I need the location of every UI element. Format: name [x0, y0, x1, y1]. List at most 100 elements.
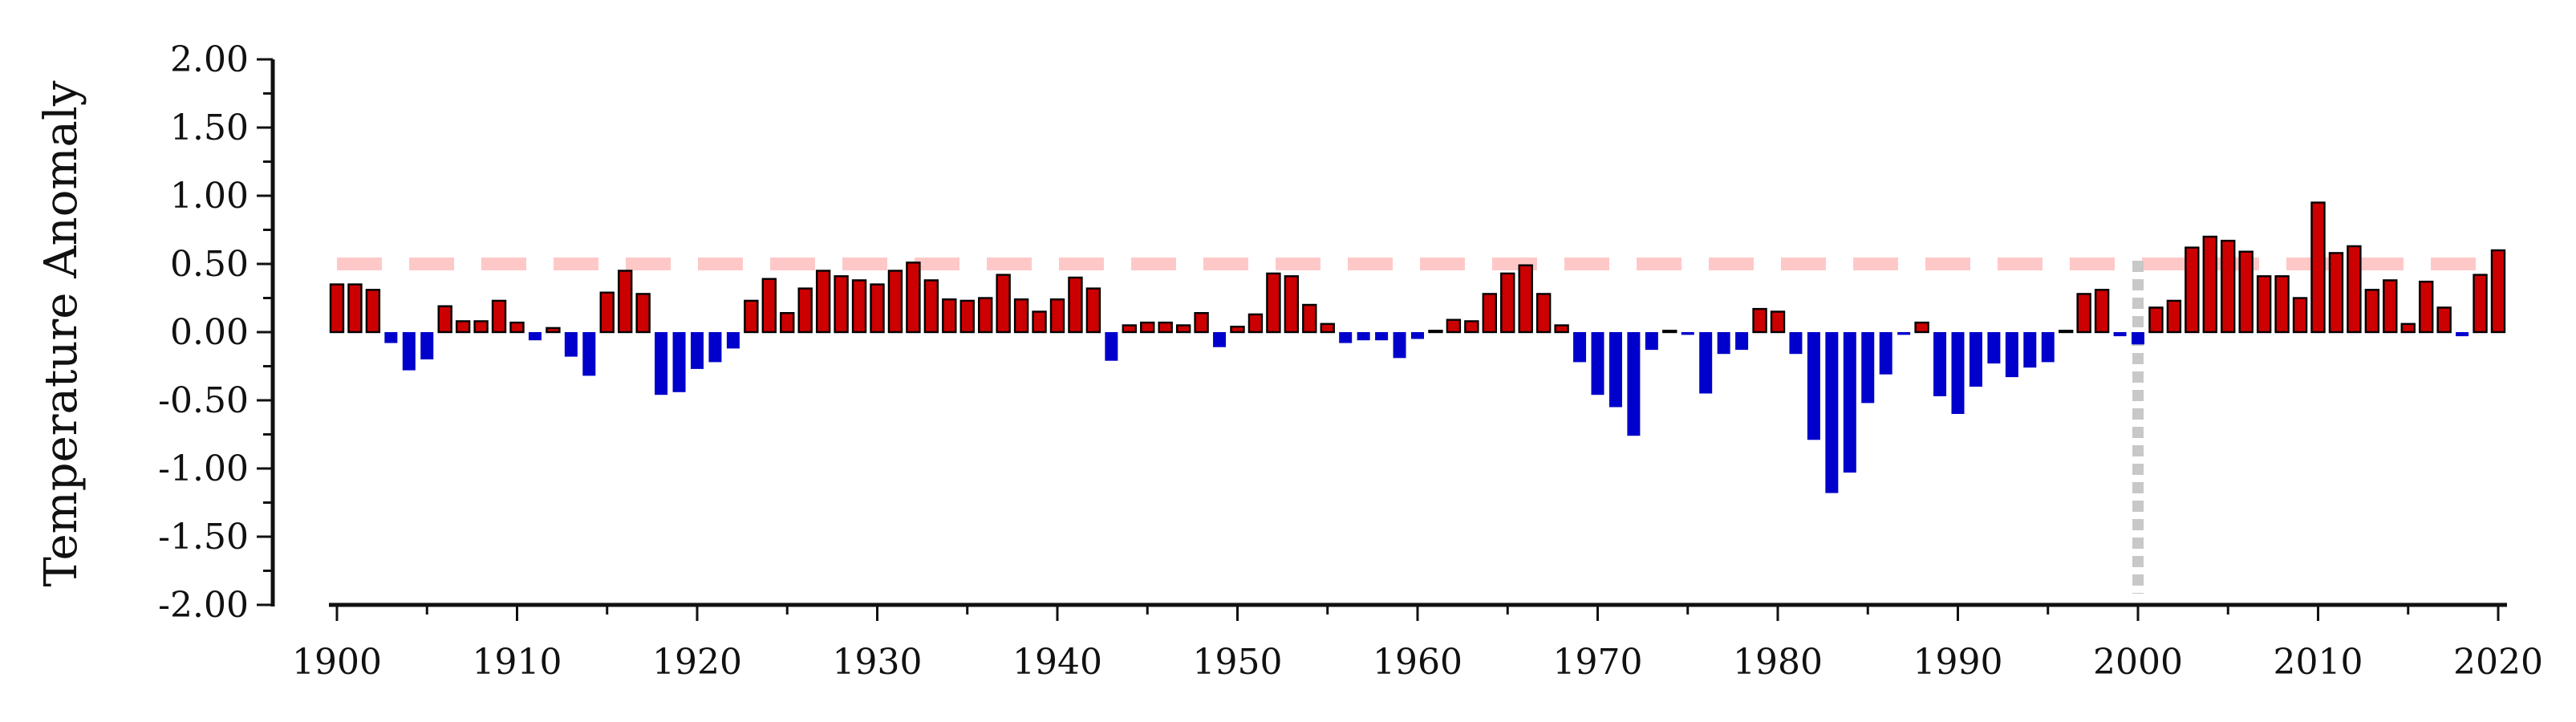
x-tick-label: 2000	[2093, 642, 2183, 683]
x-tick-label: 1970	[1553, 642, 1643, 683]
bar-1923	[744, 299, 759, 334]
bar-1912	[546, 327, 561, 334]
bar-1905	[420, 332, 434, 359]
x-tick-label: 1940	[1012, 642, 1102, 683]
bar-1918	[655, 332, 668, 395]
bar-1944	[1122, 324, 1138, 334]
bars-layer	[329, 201, 2506, 493]
bar-2007	[2256, 275, 2272, 334]
bar-1907	[455, 320, 471, 334]
bar-1994	[2023, 332, 2037, 368]
bar-1908	[473, 320, 489, 334]
bar-2017	[2436, 306, 2452, 334]
y-axis-title: Temperature Anomaly	[35, 80, 87, 586]
y-tick-label: 0.00	[170, 312, 249, 353]
bar-2013	[2364, 289, 2380, 334]
y-tick-label: -1.50	[158, 517, 249, 558]
bar-1990	[1951, 332, 1965, 414]
bar-1988	[1914, 321, 1929, 334]
x-tick-label: 1910	[473, 642, 562, 683]
bar-1969	[1573, 332, 1587, 363]
bar-1993	[2005, 332, 2018, 378]
bar-1997	[2076, 293, 2091, 334]
bar-1903	[384, 332, 398, 343]
bar-2018	[2456, 332, 2469, 337]
bar-1927	[815, 270, 831, 334]
bar-1948	[1194, 312, 1209, 334]
x-tick-label: 1990	[1913, 642, 2003, 683]
bar-1957	[1357, 332, 1370, 341]
bar-2001	[2148, 306, 2164, 334]
bar-2008	[2274, 275, 2290, 334]
bar-1950	[1230, 326, 1245, 334]
bar-1964	[1482, 293, 1498, 334]
bar-2004	[2202, 235, 2218, 334]
bar-2019	[2473, 274, 2488, 334]
y-tick-label: -2.00	[158, 585, 249, 626]
y-tick-label: 1.50	[170, 107, 249, 148]
bar-1962	[1446, 318, 1462, 334]
bar-1940	[1049, 298, 1065, 334]
y-tick-label: 1.00	[170, 176, 249, 217]
bar-1916	[618, 270, 633, 334]
bar-1931	[887, 270, 903, 334]
bar-1933	[923, 279, 939, 334]
bar-1970	[1591, 332, 1604, 395]
bar-1910	[509, 321, 525, 334]
bar-1956	[1339, 332, 1353, 343]
bar-1996	[2058, 330, 2074, 334]
bar-1915	[599, 291, 615, 334]
bar-1989	[1933, 332, 1947, 396]
bar-1902	[365, 289, 381, 334]
bar-1946	[1158, 321, 1173, 334]
bar-2011	[2328, 252, 2344, 334]
bar-1919	[672, 332, 686, 392]
y-tick-label: 0.50	[170, 244, 249, 285]
bar-2002	[2166, 299, 2182, 334]
bar-2009	[2292, 297, 2308, 334]
bar-1936	[977, 297, 993, 334]
bar-2015	[2400, 322, 2416, 334]
x-tick-label: 1930	[833, 642, 923, 683]
bar-1943	[1105, 332, 1118, 361]
bar-1974	[1662, 330, 1677, 334]
bar-1917	[635, 293, 651, 334]
bar-1984	[1843, 332, 1856, 473]
bar-2016	[2418, 280, 2434, 334]
bar-1972	[1627, 332, 1641, 436]
bar-1926	[797, 287, 813, 334]
bar-1913	[564, 332, 578, 357]
bar-1928	[834, 275, 849, 334]
bar-1986	[1879, 332, 1892, 375]
bar-1975	[1681, 332, 1694, 335]
y-axis: 2.00 1.50 1.00 0.50 0.00 -0.50 -1.00 -1.50 -2.00	[158, 39, 275, 626]
bar-1924	[761, 278, 777, 334]
bar-1951	[1247, 313, 1264, 334]
bar-1934	[942, 298, 957, 334]
bar-1930	[870, 283, 885, 334]
bar-1981	[1789, 332, 1803, 355]
bar-1954	[1302, 303, 1317, 334]
bar-1900	[329, 283, 345, 334]
bar-1941	[1068, 276, 1083, 334]
bar-2005	[2221, 239, 2236, 334]
bar-1968	[1554, 324, 1569, 334]
bar-1998	[2094, 289, 2110, 334]
x-tick-label: 2010	[2274, 642, 2363, 683]
bar-1914	[582, 332, 596, 376]
bar-1952	[1266, 272, 1281, 334]
bar-1949	[1213, 332, 1227, 347]
bar-1999	[2113, 332, 2127, 337]
bar-2014	[2383, 279, 2398, 334]
bar-2012	[2347, 245, 2362, 334]
bar-1921	[708, 332, 722, 363]
bar-1937	[996, 274, 1011, 334]
bar-1985	[1861, 332, 1875, 404]
bar-1932	[906, 262, 921, 334]
x-tick-label: 1920	[652, 642, 742, 683]
bar-1977	[1717, 332, 1730, 355]
bar-2020	[2490, 249, 2506, 334]
bar-1995	[2041, 332, 2055, 363]
bar-1963	[1464, 320, 1479, 334]
